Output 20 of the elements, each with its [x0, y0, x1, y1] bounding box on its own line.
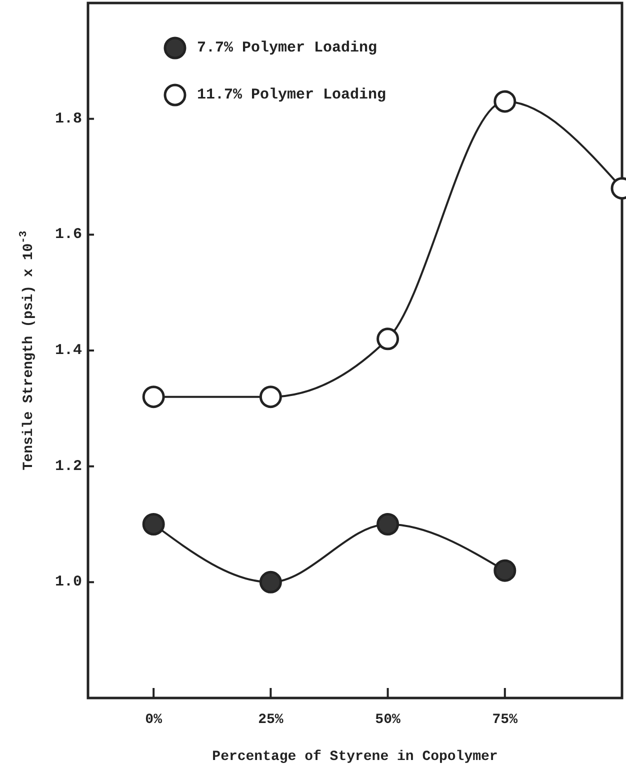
y-tick-label: 1.0 — [54, 574, 82, 591]
point — [142, 513, 165, 536]
point — [376, 328, 400, 350]
y-tick-label: 1.6 — [54, 226, 82, 244]
point — [494, 559, 516, 582]
y-tick-label: 1.4 — [54, 342, 82, 359]
x-tick-label: 25% — [258, 712, 284, 728]
x-tick-label: 75% — [492, 712, 518, 728]
y-tick-label: 1.2 — [54, 458, 82, 475]
point — [494, 90, 516, 113]
point — [376, 513, 400, 536]
legend-label: 11.7% Polymer Loading — [197, 86, 386, 104]
x-axis-title: Percentage of Styrene in Copolymer — [212, 749, 498, 765]
point — [259, 386, 282, 408]
y-tick-label: 1.8 — [54, 110, 82, 128]
x-tick-label: 0% — [145, 712, 163, 728]
point — [259, 570, 282, 594]
point — [142, 386, 165, 408]
x-tick-label: 50% — [375, 712, 401, 728]
legend-label: 7.7% Polymer Loading — [197, 40, 378, 56]
